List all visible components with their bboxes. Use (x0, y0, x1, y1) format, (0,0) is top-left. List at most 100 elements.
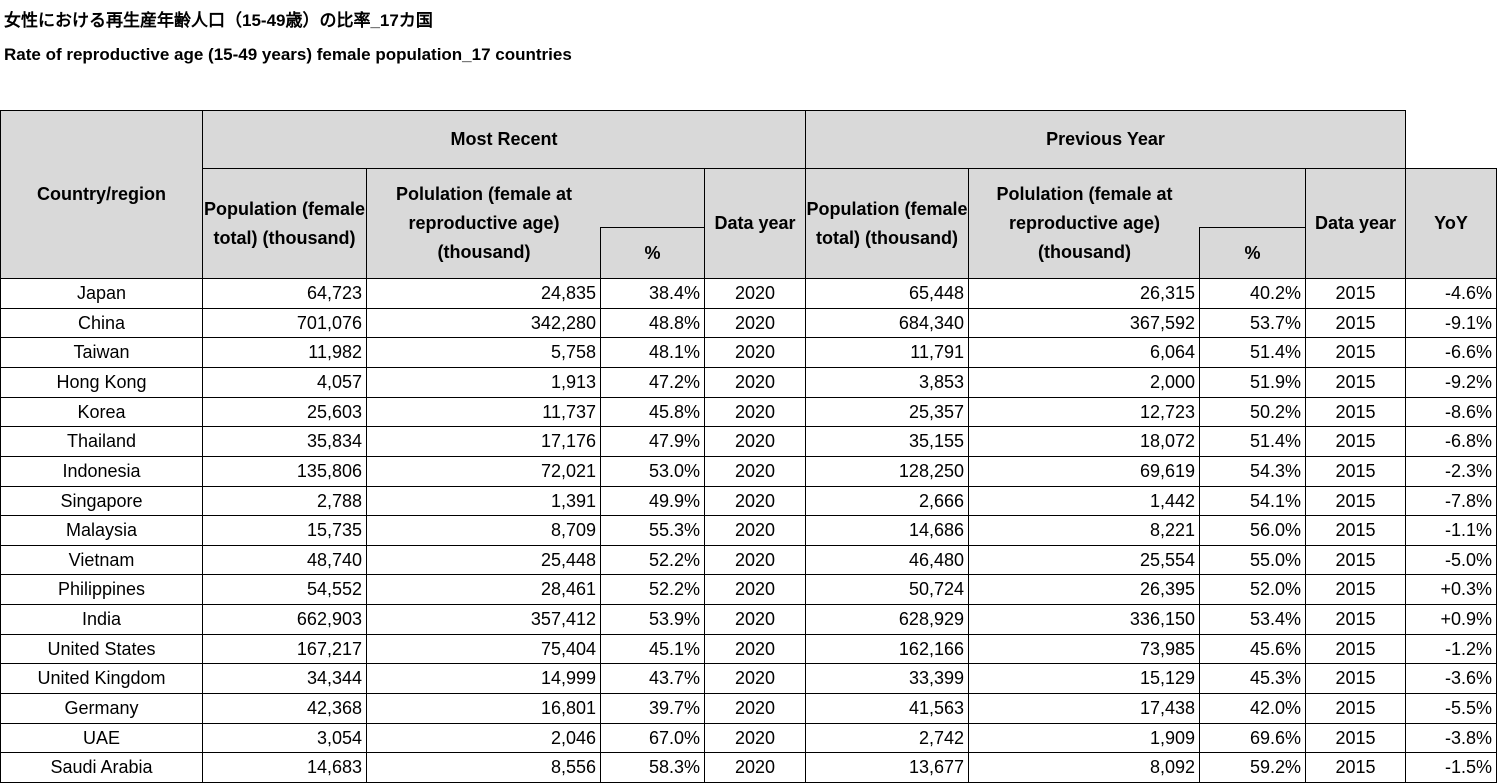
column-header: % (600, 227, 705, 279)
table-cell: 48.1% (600, 337, 705, 368)
table-cell: 1,391 (366, 486, 601, 516)
table-cell: 51.9% (1199, 367, 1306, 398)
table-cell: Japan (0, 278, 203, 309)
table-cell: -1.5% (1405, 752, 1497, 783)
table-cell: 6,064 (968, 337, 1200, 368)
table-cell: 2015 (1305, 574, 1406, 605)
table-cell: -6.8% (1405, 426, 1497, 457)
table-cell: 684,340 (805, 308, 969, 338)
table-cell: Indonesia (0, 456, 203, 487)
column-header: Data year (1305, 168, 1406, 279)
table-cell: 2020 (704, 367, 806, 398)
table-cell: 2020 (704, 604, 806, 635)
table-cell: -7.8% (1405, 486, 1497, 516)
table-cell: Taiwan (0, 337, 203, 368)
table-cell: Korea (0, 397, 203, 427)
table-cell: 51.4% (1199, 337, 1306, 368)
table-cell: 2,046 (366, 723, 601, 753)
table-cell: -3.6% (1405, 663, 1497, 694)
table-cell: 67.0% (600, 723, 705, 753)
table-cell: 42.0% (1199, 693, 1306, 724)
table-cell: 35,155 (805, 426, 969, 457)
table-cell: 2015 (1305, 308, 1406, 338)
table-cell: 1,909 (968, 723, 1200, 753)
table-cell: 2020 (704, 634, 806, 664)
table-cell: Vietnam (0, 545, 203, 575)
table-cell: 72,021 (366, 456, 601, 487)
table-cell: 45.8% (600, 397, 705, 427)
column-header: Population (female total) (thousand) (202, 168, 367, 279)
table-cell: 367,592 (968, 308, 1200, 338)
table-cell: 336,150 (968, 604, 1200, 635)
table-cell: 54,552 (202, 574, 367, 605)
table-cell: Malaysia (0, 515, 203, 546)
group-header: Most Recent (202, 110, 806, 169)
table-cell: 2015 (1305, 456, 1406, 487)
table-cell: Thailand (0, 426, 203, 457)
table-cell: 52.2% (600, 574, 705, 605)
table-cell: 8,092 (968, 752, 1200, 783)
table-cell: 18,072 (968, 426, 1200, 457)
table-cell: 38.4% (600, 278, 705, 309)
table-cell: 2020 (704, 278, 806, 309)
table-cell: 2015 (1305, 486, 1406, 516)
table-cell: 53.4% (1199, 604, 1306, 635)
table-cell: 26,315 (968, 278, 1200, 309)
table-cell: 2015 (1305, 604, 1406, 635)
table-cell: 16,801 (366, 693, 601, 724)
column-header: YoY (1405, 168, 1497, 279)
table-cell: 1,913 (366, 367, 601, 398)
table-cell: 2020 (704, 456, 806, 487)
column-header-box: Polulation (female at reproductive age) … (366, 168, 705, 279)
table-cell: 41,563 (805, 693, 969, 724)
table-cell: 69,619 (968, 456, 1200, 487)
column-header: Population (female total) (thousand) (805, 168, 969, 279)
table-cell: 2015 (1305, 663, 1406, 694)
table-cell: 3,853 (805, 367, 969, 398)
table-cell: 15,735 (202, 515, 367, 546)
table-cell: 73,985 (968, 634, 1200, 664)
table-cell: -1.1% (1405, 515, 1497, 546)
table-cell: 1,442 (968, 486, 1200, 516)
table-cell: +0.9% (1405, 604, 1497, 635)
table-cell: 2,666 (805, 486, 969, 516)
table-cell: 55.3% (600, 515, 705, 546)
table-cell: 8,709 (366, 515, 601, 546)
table-cell: 12,723 (968, 397, 1200, 427)
table-cell: 17,438 (968, 693, 1200, 724)
table-cell: 14,686 (805, 515, 969, 546)
group-header: Previous Year (805, 110, 1406, 169)
table-cell: 48.8% (600, 308, 705, 338)
table-cell: 2020 (704, 308, 806, 338)
table-cell: 49.9% (600, 486, 705, 516)
table-cell: 45.1% (600, 634, 705, 664)
table-cell: United States (0, 634, 203, 664)
table-cell: -2.3% (1405, 456, 1497, 487)
table-cell: 58.3% (600, 752, 705, 783)
table-cell: 357,412 (366, 604, 601, 635)
table-cell: 2015 (1305, 634, 1406, 664)
table-cell: 59.2% (1199, 752, 1306, 783)
table-cell: 3,054 (202, 723, 367, 753)
table-cell: 2020 (704, 515, 806, 546)
table-cell: 342,280 (366, 308, 601, 338)
table-cell: United Kingdom (0, 663, 203, 694)
table-cell: 15,129 (968, 663, 1200, 694)
column-header: Data year (704, 168, 806, 279)
column-header: Polulation (female at reproductive age) … (996, 184, 1173, 262)
table-cell: 46,480 (805, 545, 969, 575)
table-cell: 14,999 (366, 663, 601, 694)
table-cell: 48,740 (202, 545, 367, 575)
table-cell: 128,250 (805, 456, 969, 487)
table-cell: 2020 (704, 752, 806, 783)
table-cell: 25,554 (968, 545, 1200, 575)
table-cell: 8,221 (968, 515, 1200, 546)
table-cell: Germany (0, 693, 203, 724)
table-cell: 69.6% (1199, 723, 1306, 753)
table-cell: 55.0% (1199, 545, 1306, 575)
table-cell: 50,724 (805, 574, 969, 605)
table-cell: 2020 (704, 693, 806, 724)
table-cell: -6.6% (1405, 337, 1497, 368)
table-cell: India (0, 604, 203, 635)
